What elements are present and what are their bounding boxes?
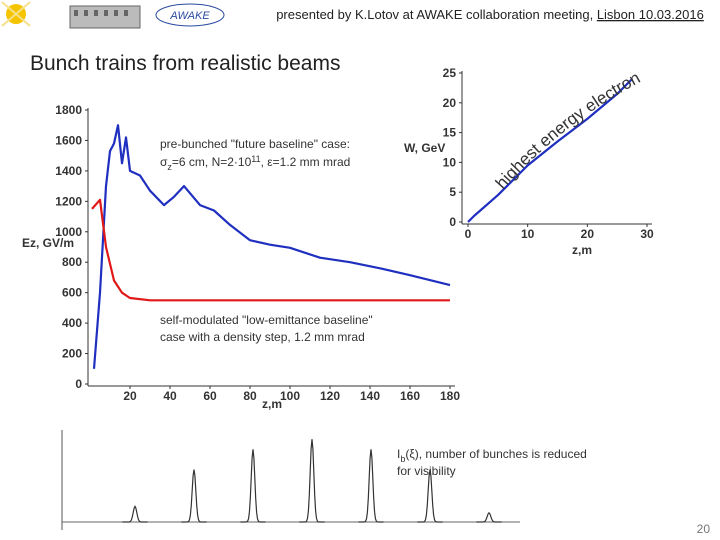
logo-oval	[155, 3, 225, 27]
y-tick-label: 25	[443, 66, 457, 80]
y-tick-label: 1200	[55, 194, 82, 208]
y-tick-label: 15	[443, 126, 457, 140]
y-tick-label: 400	[62, 316, 82, 330]
y-tick-label: 0	[449, 215, 456, 229]
y-axis-label: Ez, GV/m	[22, 236, 74, 250]
annotation-part: σ	[160, 155, 168, 169]
y-tick-label: 800	[62, 255, 82, 269]
annotation: self-modulated "low-emittance baseline"	[160, 313, 373, 327]
bunch-peak	[476, 511, 502, 523]
annotation-part: , ε=1.2 mm mrad	[261, 155, 351, 169]
x-axis-label: z,m	[262, 397, 282, 411]
y-tick-label: 200	[62, 347, 82, 361]
bunch-peak	[240, 449, 266, 523]
x-tick-label: 180	[440, 389, 460, 403]
bunch-peak	[299, 439, 325, 523]
bunch-peak	[358, 449, 384, 523]
logo-sun	[1, 1, 31, 27]
annotation: Ib(ξ), number of bunches is reduced	[397, 447, 587, 464]
x-tick-label: 100	[280, 389, 300, 403]
logo-building	[69, 5, 141, 29]
x-tick-label: 40	[163, 389, 177, 403]
annotation-part: 11	[251, 154, 260, 164]
x-tick-label: 30	[640, 227, 654, 241]
annotation: σz=6 cm, N=2·1011, ε=1.2 mm mrad	[160, 154, 350, 172]
header-text: presented by K.Lotov at AWAKE collaborat…	[276, 7, 704, 22]
bunch-peak	[417, 469, 443, 523]
header-link[interactable]: Lisbon 10.03.2016	[597, 7, 704, 22]
data-line	[92, 124, 451, 369]
slide-title: Bunch trains from realistic beams	[30, 52, 340, 75]
y-tick-label: 0	[75, 377, 82, 391]
annotation-part: z	[167, 162, 172, 172]
y-tick-label: 20	[443, 96, 457, 110]
data-line	[467, 78, 633, 223]
annotation: case with a density step, 1.2 mm mrad	[160, 330, 365, 344]
x-tick-label: 10	[521, 227, 535, 241]
header-main: presented by K.Lotov at AWAKE collaborat…	[276, 7, 597, 22]
x-tick-label: 60	[203, 389, 217, 403]
x-tick-label: 20	[581, 227, 595, 241]
annotation: for visibility	[397, 464, 456, 478]
bunch-peak	[181, 469, 207, 523]
y-tick-label: 1800	[55, 103, 82, 117]
bunch-peak	[122, 505, 148, 523]
annotation-text: highest energy electron	[492, 68, 644, 193]
x-tick-label: 20	[123, 389, 137, 403]
x-tick-label: 80	[243, 389, 257, 403]
page-number: 20	[697, 522, 711, 536]
x-tick-label: 0	[465, 227, 472, 241]
x-tick-label: 120	[320, 389, 340, 403]
y-tick-label: 1600	[55, 133, 82, 147]
annotation-part: =6 cm, N=2·10	[172, 155, 252, 169]
logo-text: AWAKE	[169, 10, 210, 22]
data-line	[91, 198, 450, 302]
y-tick-label: 1400	[55, 164, 82, 178]
y-tick-label: 600	[62, 286, 82, 300]
x-axis-label: z,m	[572, 243, 592, 257]
annotation-part: (ξ), number of bunches is reduced	[405, 447, 586, 461]
y-tick-label: 10	[443, 155, 457, 169]
annotation-part: b	[400, 454, 405, 464]
x-tick-label: 140	[360, 389, 380, 403]
annotation: pre-bunched "future baseline" case:	[160, 137, 350, 151]
annotation: highest energy electron	[492, 68, 644, 193]
x-tick-label: 160	[400, 389, 420, 403]
annotation-part: I	[397, 447, 400, 461]
y-tick-label: 5	[449, 185, 456, 199]
y-axis-label: W, GeV	[404, 141, 445, 155]
y-tick-label: 1000	[55, 225, 82, 239]
